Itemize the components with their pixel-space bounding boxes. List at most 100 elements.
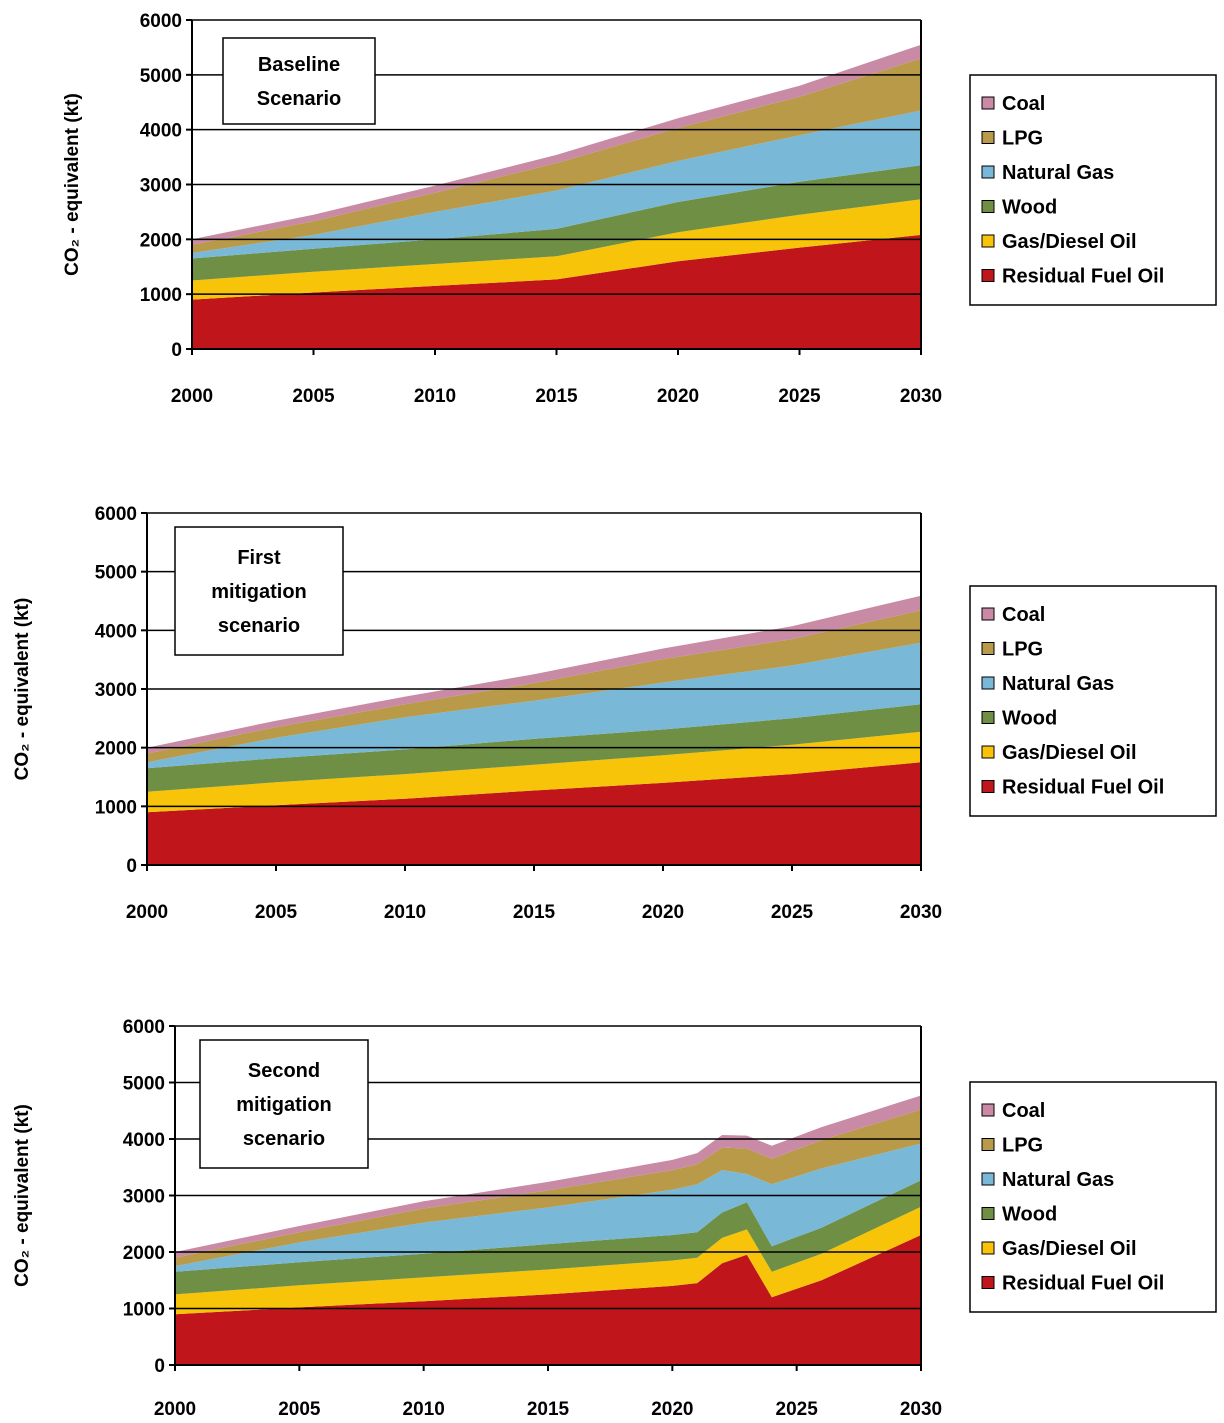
x-tick-label: 2025 bbox=[771, 902, 814, 923]
x-tick-label: 2015 bbox=[535, 386, 578, 407]
legend-swatch-wood bbox=[981, 1207, 995, 1220]
scenario-title-line: scenario bbox=[218, 615, 300, 637]
y-tick-label: 0 bbox=[171, 340, 182, 361]
y-tick-label: 6000 bbox=[123, 1017, 165, 1038]
legend-swatch-lpg bbox=[981, 642, 995, 655]
y-tick-label: 1000 bbox=[95, 797, 137, 818]
scenario-title-line: Baseline bbox=[258, 54, 340, 76]
scenario-title-line: mitigation bbox=[211, 581, 307, 603]
legend-swatch-residual-fuel-oil bbox=[981, 269, 995, 282]
chart-panel-3: 0 1000 2000 3000 4000 5000 6000 2000 2005 2010 201… bbox=[12, 1017, 1217, 1420]
area-lpg bbox=[147, 610, 921, 763]
area-wood bbox=[192, 165, 921, 281]
legend-frame bbox=[969, 585, 1217, 817]
x-tick-label: 2000 bbox=[126, 902, 168, 923]
x-tick-label: 2005 bbox=[255, 902, 298, 923]
y-tick-label: 3000 bbox=[140, 176, 182, 197]
legend-label-residual-fuel-oil: Residual Fuel Oil bbox=[1002, 1273, 1164, 1295]
chart-panel-2: 0 1000 2000 3000 4000 5000 6000 2000 2005 2010 201… bbox=[12, 504, 1217, 923]
x-tick-label: 2015 bbox=[527, 1399, 570, 1420]
area-lpg bbox=[175, 1109, 921, 1267]
legend-label-wood: Wood bbox=[1002, 197, 1057, 219]
x-tick-labels: 2000 2005 2010 2015 2020 2025 2030 bbox=[154, 1365, 942, 1420]
y-tick-label: 1000 bbox=[123, 1300, 165, 1321]
series-areas bbox=[147, 595, 921, 865]
legend-label-natural-gas: Natural Gas bbox=[1002, 1169, 1114, 1191]
gridlines bbox=[175, 1025, 921, 1310]
area-gas-diesel-oil bbox=[192, 199, 921, 300]
x-tick-label: 2030 bbox=[900, 386, 942, 407]
gridlines bbox=[192, 19, 921, 295]
legend-label-wood: Wood bbox=[1002, 708, 1057, 730]
y-tick-label: 4000 bbox=[140, 121, 182, 142]
legend-swatch-coal bbox=[981, 607, 995, 621]
scenario-title-box: Second mitigation scenario bbox=[199, 1039, 369, 1169]
legend: Coal LPG Natural Gas Wood Gas/Diesel Oil Resi… bbox=[969, 74, 1217, 306]
legend-swatch-natural-gas bbox=[981, 676, 995, 690]
x-tick-label: 2020 bbox=[642, 902, 684, 923]
x-tick-label: 2025 bbox=[776, 1399, 819, 1420]
legend-swatch-residual-fuel-oil bbox=[981, 780, 995, 793]
legend-label-wood: Wood bbox=[1002, 1204, 1057, 1226]
legend-label-coal: Coal bbox=[1002, 1100, 1045, 1122]
x-tick-label: 2010 bbox=[403, 1399, 445, 1420]
x-tick-label: 2020 bbox=[657, 386, 699, 407]
legend-frame bbox=[969, 74, 1217, 306]
legend-label-gas-diesel-oil: Gas/Diesel Oil bbox=[1002, 1238, 1137, 1260]
legend-swatch-gas-diesel-oil bbox=[981, 1241, 995, 1255]
scenario-title-line: Scenario bbox=[257, 88, 341, 110]
y-tick-label: 0 bbox=[126, 856, 137, 877]
area-gas-diesel-oil bbox=[147, 731, 921, 813]
area-coal bbox=[192, 44, 921, 245]
area-natural-gas bbox=[175, 1143, 921, 1272]
y-tick-label: 2000 bbox=[95, 739, 137, 760]
x-tick-label: 2000 bbox=[171, 386, 213, 407]
y-tick-label: 6000 bbox=[95, 504, 137, 525]
x-tick-label: 2010 bbox=[384, 902, 426, 923]
legend-frame bbox=[969, 1081, 1217, 1313]
legend-label-gas-diesel-oil: Gas/Diesel Oil bbox=[1002, 231, 1137, 253]
legend-label-natural-gas: Natural Gas bbox=[1002, 162, 1114, 184]
x-tick-labels: 2000 2005 2010 2015 2020 2025 2030 bbox=[171, 349, 942, 407]
legend-label-residual-fuel-oil: Residual Fuel Oil bbox=[1002, 266, 1164, 288]
scenario-title-line: mitigation bbox=[236, 1094, 332, 1116]
legend-swatch-natural-gas bbox=[981, 1172, 995, 1186]
legend: Coal LPG Natural Gas Wood Gas/Diesel Oil Resi… bbox=[969, 1081, 1217, 1313]
legend-swatch-wood bbox=[981, 711, 995, 724]
legend-swatch-gas-diesel-oil bbox=[981, 745, 995, 759]
legend-swatch-gas-diesel-oil bbox=[981, 234, 995, 248]
legend-swatch-coal bbox=[981, 96, 995, 110]
y-tick-label: 2000 bbox=[123, 1243, 165, 1264]
legend-label-coal: Coal bbox=[1002, 93, 1045, 115]
y-tick-label: 3000 bbox=[95, 680, 137, 701]
area-residual-fuel-oil bbox=[175, 1235, 921, 1365]
y-tick-label: 2000 bbox=[140, 230, 182, 251]
legend-swatch-lpg bbox=[981, 1138, 995, 1151]
legend-label-lpg: LPG bbox=[1002, 639, 1043, 661]
x-tick-label: 2020 bbox=[651, 1399, 693, 1420]
legend-swatch-natural-gas bbox=[981, 165, 995, 179]
series-areas bbox=[175, 1095, 921, 1365]
y-tick-labels: 0 1000 2000 3000 4000 5000 6000 bbox=[123, 1017, 175, 1377]
scenario-title-box: Baseline Scenario bbox=[222, 37, 376, 125]
scenario-title-box: First mitigation scenario bbox=[174, 526, 344, 656]
x-tick-label: 2005 bbox=[292, 386, 335, 407]
title-box-frame bbox=[199, 1039, 369, 1169]
y-tick-label: 3000 bbox=[123, 1187, 165, 1208]
y-tick-label: 5000 bbox=[95, 563, 137, 584]
y-tick-label: 0 bbox=[154, 1356, 165, 1377]
y-tick-label: 5000 bbox=[123, 1074, 165, 1095]
legend: Coal LPG Natural Gas Wood Gas/Diesel Oil Resi… bbox=[969, 585, 1217, 817]
x-tick-label: 2030 bbox=[900, 1399, 942, 1420]
y-tick-label: 5000 bbox=[140, 66, 182, 87]
chart-panel-1: 0 1000 2000 3000 4000 5000 6000 2000 2005 2010 201… bbox=[62, 11, 1217, 407]
scenario-title-line: First bbox=[237, 547, 281, 569]
x-tick-label: 2030 bbox=[900, 902, 942, 923]
x-tick-label: 2005 bbox=[278, 1399, 321, 1420]
area-wood bbox=[175, 1180, 921, 1295]
y-tick-label: 4000 bbox=[123, 1130, 165, 1151]
legend-swatch-wood bbox=[981, 200, 995, 213]
legend-swatch-coal bbox=[981, 1103, 995, 1117]
title-box-frame bbox=[222, 37, 376, 125]
x-tick-label: 2000 bbox=[154, 1399, 196, 1420]
